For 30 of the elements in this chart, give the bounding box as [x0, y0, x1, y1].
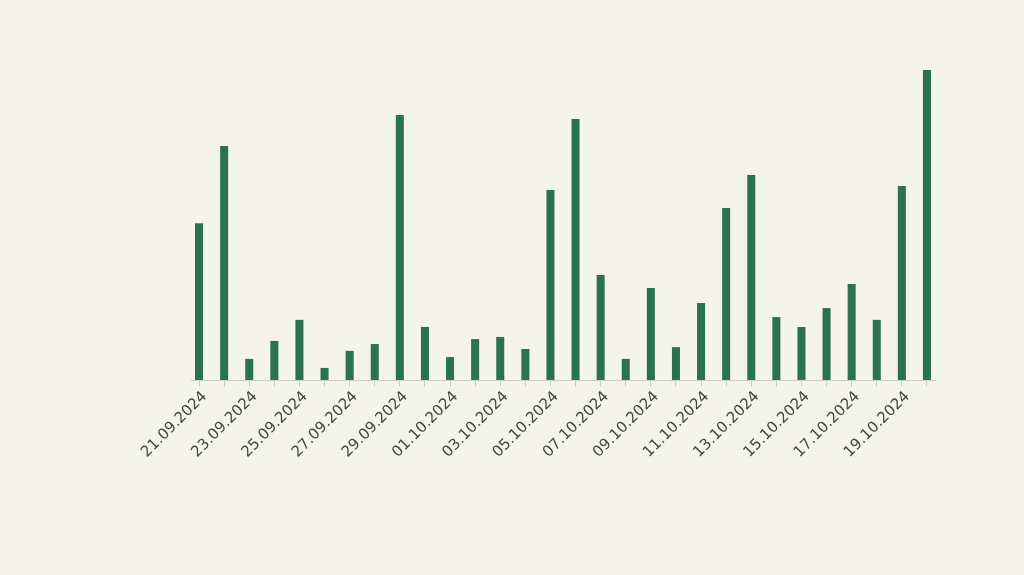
- bar: [847, 283, 856, 380]
- bar: [370, 344, 379, 380]
- bar: [596, 274, 605, 380]
- bar: [220, 145, 229, 380]
- bar: [922, 70, 931, 380]
- bar: [897, 185, 906, 380]
- bar: [446, 357, 455, 380]
- bar: [697, 303, 706, 380]
- bar: [195, 223, 204, 380]
- bar: [471, 339, 480, 380]
- bar: [295, 319, 304, 380]
- bar: [521, 349, 530, 380]
- bar: [395, 114, 404, 380]
- bar: [546, 189, 555, 380]
- bar: [245, 358, 254, 380]
- bar: [722, 207, 731, 380]
- bar: [872, 319, 881, 380]
- bar: [345, 350, 354, 380]
- bar: [797, 326, 806, 380]
- bar: [621, 358, 630, 380]
- bar: [822, 308, 831, 380]
- bar: [772, 317, 781, 380]
- bar: [320, 367, 329, 380]
- bar: [646, 287, 655, 380]
- bar: [496, 336, 505, 380]
- bar: [747, 175, 756, 380]
- bar: [270, 340, 279, 380]
- bar: [671, 347, 680, 380]
- bar: [571, 118, 580, 380]
- bar: [420, 326, 429, 380]
